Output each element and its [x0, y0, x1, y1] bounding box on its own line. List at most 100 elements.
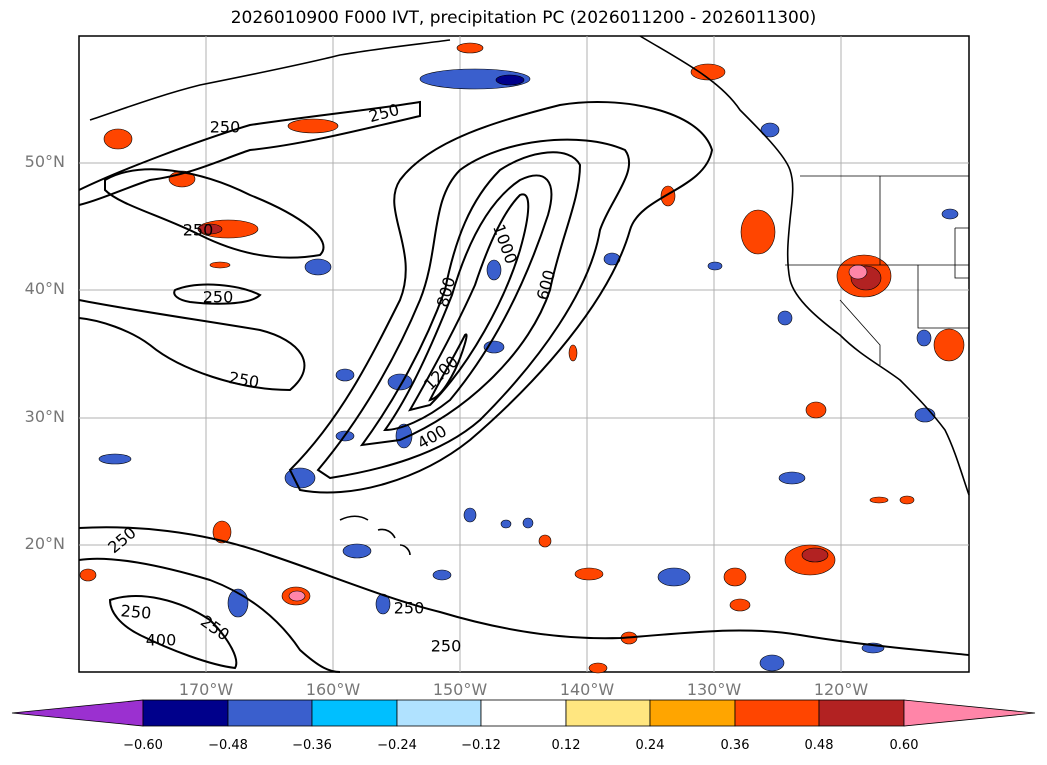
ivt-contour-1000-main — [407, 193, 530, 412]
precip-blob — [759, 654, 785, 672]
precip-blob — [933, 328, 965, 362]
precip-blob — [209, 261, 231, 269]
lat-label-50n: 50°N — [24, 152, 65, 171]
lon-label-170w: 170°W — [178, 680, 234, 699]
lon-label-150w: 150°W — [432, 680, 488, 699]
colorbar-tick-label: −0.12 — [461, 738, 501, 753]
state-border — [917, 265, 969, 329]
ivt-contour-250-bottom — [78, 557, 341, 673]
ivt-contour-400-bottom — [108, 595, 238, 670]
colorbar-segment — [903, 699, 1036, 727]
ivt-contour-1200-main — [428, 333, 468, 402]
precip-blob — [304, 258, 332, 276]
precip-blob — [899, 495, 915, 505]
precip-blob — [335, 368, 355, 382]
colorbar-segment — [396, 699, 482, 727]
precip-blob — [723, 567, 747, 587]
precip-blob — [522, 517, 534, 529]
precip-blob — [432, 569, 452, 581]
precip-blobs — [79, 42, 965, 674]
colorbar-segment — [480, 699, 567, 727]
colorbar-tick-label: −0.60 — [123, 738, 163, 753]
map-title: 2026010900 F000 IVT, precipitation PC (2… — [230, 8, 817, 28]
colorbar-segment — [227, 699, 313, 727]
precip-blob — [288, 590, 306, 602]
contour-label: 400 — [145, 630, 177, 650]
precip-blob — [500, 519, 512, 529]
precip-blob — [538, 534, 552, 548]
colorbar-tick-label: −0.48 — [208, 738, 248, 753]
contour-label: 250 — [119, 601, 153, 623]
precip-blob — [456, 42, 484, 54]
lon-label-130w: 130°W — [686, 680, 742, 699]
colorbar-tick-label: −0.24 — [377, 738, 417, 753]
precip-blob — [486, 259, 502, 281]
precip-blob — [103, 128, 133, 150]
precip-blob — [848, 264, 868, 280]
ivt-contour-600-main — [359, 151, 582, 447]
colorbar-tick-label: 0.24 — [635, 738, 665, 753]
contour-label: 250 — [202, 287, 234, 307]
gridlines — [79, 36, 969, 672]
colorbar-segment — [142, 699, 229, 727]
precip-blob — [212, 520, 232, 544]
colorbar-segment — [311, 699, 398, 727]
colorbar-segment — [565, 699, 651, 727]
precip-blob — [574, 567, 604, 581]
colorbar-tick-label: −0.36 — [292, 738, 332, 753]
colorbar-tick-label: 0.36 — [720, 738, 750, 753]
precip-blob — [395, 423, 413, 449]
colorbar-tick-label: 0.12 — [551, 738, 581, 753]
ivt-contour-800-main — [383, 174, 553, 432]
precip-blob — [760, 122, 780, 138]
ivt-contour-250-lower — [78, 526, 970, 656]
state-borders — [785, 175, 969, 365]
state-border — [839, 299, 881, 365]
precip-blob — [98, 453, 132, 465]
lat-label-20n: 20°N — [24, 534, 65, 553]
lon-label-160w: 160°W — [305, 680, 361, 699]
lon-label-140w: 140°W — [559, 680, 615, 699]
lat-label-30n: 30°N — [24, 407, 65, 426]
precip-blob — [287, 118, 339, 134]
coastline-hawaii — [339, 515, 411, 556]
precip-blob — [729, 598, 751, 612]
precip-blob — [342, 543, 372, 559]
contour-label: 250 — [209, 117, 241, 137]
ivt-contour-250-north — [173, 283, 262, 305]
precip-blob — [197, 223, 223, 235]
precip-blob — [463, 507, 477, 523]
precip-blob — [801, 547, 829, 563]
contour-label: 250 — [182, 220, 214, 240]
state-border — [954, 227, 969, 279]
lat-label-40n: 40°N — [24, 279, 65, 298]
colorbar — [11, 699, 1036, 727]
precip-blob — [79, 568, 97, 582]
precip-blob — [495, 74, 525, 86]
precip-blob — [869, 496, 889, 504]
ivt-contour-250-west — [104, 168, 325, 259]
precip-blob — [740, 209, 776, 255]
lon-label-120w: 120°W — [813, 680, 869, 699]
precip-blob — [568, 344, 578, 362]
precip-blob — [657, 567, 691, 587]
precip-blob — [588, 662, 608, 674]
precip-blob — [707, 261, 723, 271]
coastline-north-america — [639, 35, 970, 496]
precip-blob — [778, 471, 806, 485]
precip-blob — [916, 329, 932, 347]
coastlines — [89, 35, 970, 556]
coastline-alaska — [89, 39, 451, 121]
precip-blob — [660, 185, 676, 207]
ivt-contours — [78, 100, 970, 673]
colorbar-segment — [818, 699, 905, 727]
precip-blob — [941, 208, 959, 220]
precip-blob — [777, 310, 793, 326]
ivt-contour-250-main — [288, 101, 714, 494]
contour-label: 250 — [393, 598, 425, 618]
precip-blob — [805, 401, 827, 419]
ivt-contour-250-upper — [78, 100, 421, 206]
colorbar-segment — [11, 699, 144, 727]
contour-label: 250 — [430, 636, 462, 656]
